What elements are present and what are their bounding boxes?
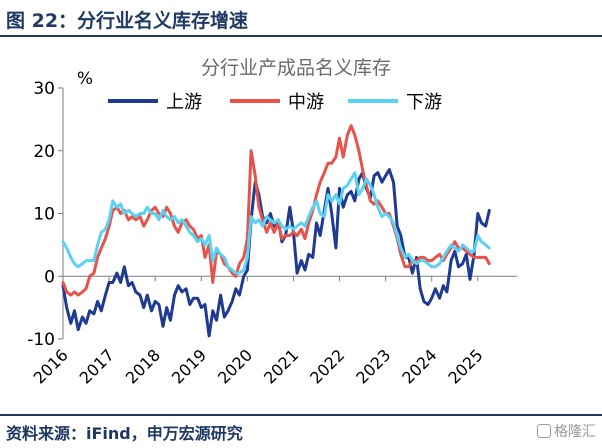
y-tick-label: 0 (44, 267, 55, 287)
figure-header: 图 22：分行业名义库存增速 (0, 0, 602, 38)
x-tick-label: 2017 (76, 345, 118, 387)
header-rule (0, 35, 602, 37)
legend-label: 下游 (406, 92, 442, 113)
x-tick-label: 2019 (168, 345, 210, 387)
watermark: 格隆汇 (537, 421, 596, 441)
figure-title: 图 22：分行业名义库存增速 (6, 10, 249, 32)
y-tick-label: 20 (33, 142, 55, 162)
y-tick-label: 10 (33, 205, 55, 225)
watermark-logo-icon (537, 424, 551, 438)
series-line-2 (61, 171, 491, 275)
x-tick-label: 2022 (306, 345, 348, 387)
x-tick-label: 2024 (398, 345, 440, 387)
chart-legend: 上游 中游 下游 (108, 92, 442, 113)
footer-rule (0, 414, 602, 416)
legend-label: 上游 (166, 92, 202, 113)
series-line-0 (61, 168, 491, 338)
x-tick-label: 2023 (352, 345, 394, 387)
watermark-text: 格隆汇 (554, 424, 596, 440)
chart-title: 分行业产成品名义库存 (201, 57, 391, 79)
y-tick-label: 30 (33, 79, 55, 99)
series-line-1 (61, 124, 491, 297)
x-tick-label: 2018 (122, 345, 164, 387)
x-tick-label: 2025 (444, 345, 486, 387)
x-tick-label: 2016 (30, 345, 72, 387)
source-note: 资料来源：iFind，申万宏源研究 (6, 424, 243, 443)
y-tick-label: -10 (27, 330, 55, 350)
chart-series (61, 124, 491, 338)
y-axis-unit-label: % (77, 69, 93, 89)
legend-label: 中游 (288, 92, 324, 113)
x-tick-label: 2021 (260, 345, 302, 387)
x-tick-label: 2020 (214, 345, 256, 387)
